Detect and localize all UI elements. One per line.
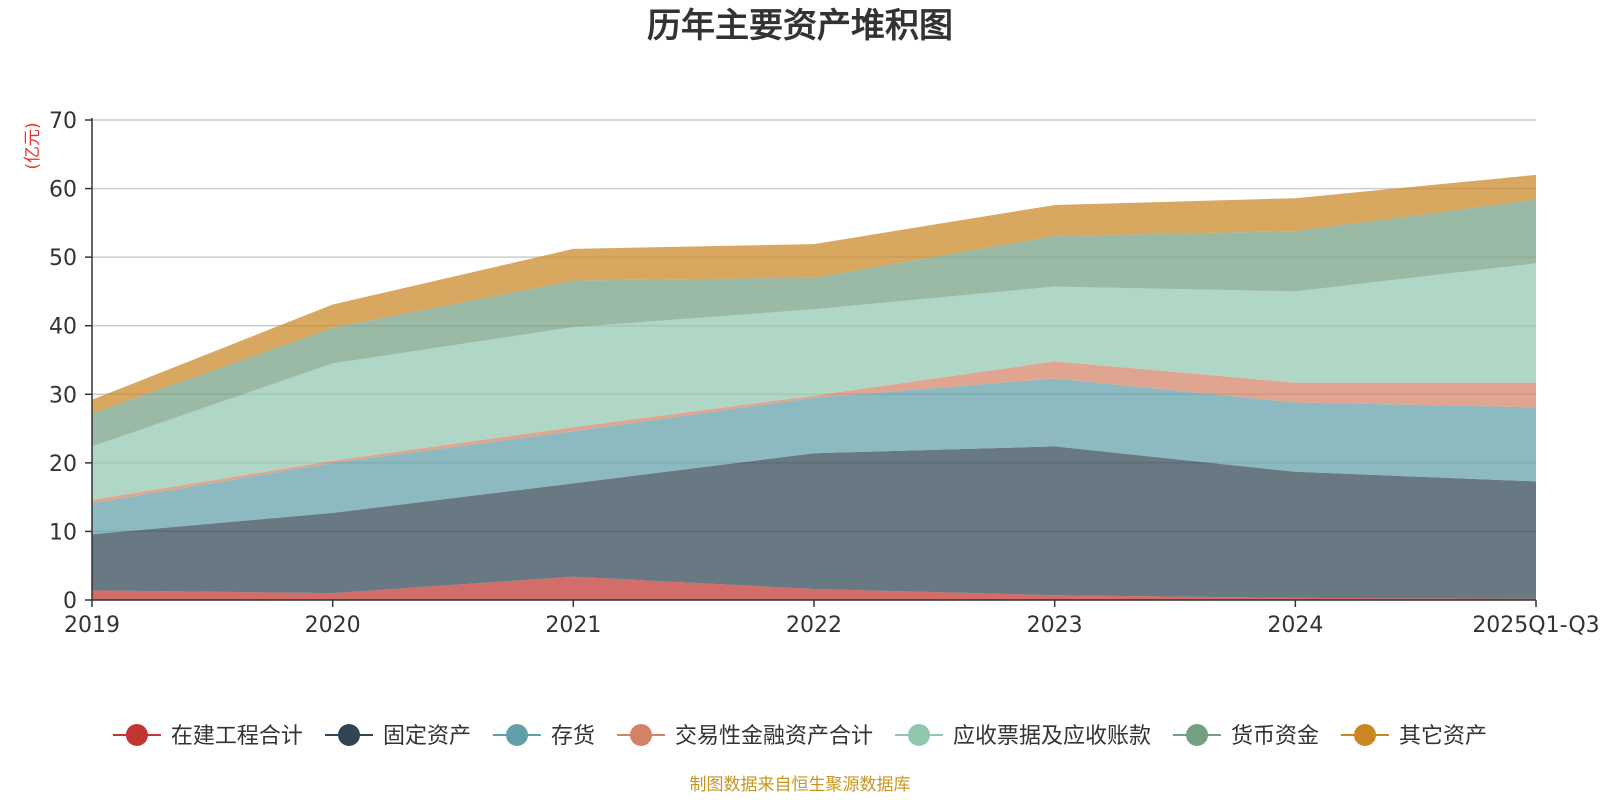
legend-marker — [125, 724, 148, 746]
area-series-2[interactable] — [92, 378, 1536, 535]
chart-title: 历年主要资产堆积图 — [647, 6, 953, 46]
legend-label: 其它资产 — [1399, 724, 1487, 749]
legend-item[interactable]: 货币资金 — [1173, 724, 1319, 749]
x-tick-label: 2020 — [305, 613, 361, 638]
x-tick-label: 2022 — [786, 613, 842, 638]
legend-item[interactable]: 固定资产 — [325, 724, 471, 749]
y-tick-label: 70 — [49, 109, 77, 134]
area-series-1[interactable] — [92, 446, 1536, 599]
stacked-areas — [92, 174, 1536, 600]
legend-label: 存货 — [551, 724, 595, 749]
source-note: 制图数据来自恒生聚源数据库 — [690, 775, 911, 795]
x-axis-ticks: 2019 2020 2021 2022 2023 2024 2025Q1-Q3 — [64, 600, 1600, 638]
y-tick-label: 40 — [49, 315, 77, 340]
y-tick-label: 60 — [49, 178, 77, 203]
area-series-0[interactable] — [92, 576, 1536, 600]
x-tick-label: 2023 — [1027, 613, 1083, 638]
y-tick-label: 50 — [49, 246, 77, 271]
legend-label: 交易性金融资产合计 — [675, 724, 873, 749]
legend-item[interactable]: 其它资产 — [1341, 724, 1487, 749]
y-tick-label: 0 — [63, 589, 77, 614]
legend-label: 固定资产 — [383, 724, 471, 749]
area-series-5[interactable] — [92, 199, 1536, 447]
legend-marker — [506, 724, 528, 746]
legend-label: 在建工程合计 — [171, 724, 303, 749]
legend-item[interactable]: 存货 — [493, 724, 595, 749]
legend-item[interactable]: 交易性金融资产合计 — [617, 724, 873, 749]
legend-item[interactable]: 在建工程合计 — [112, 724, 303, 749]
legend-marker — [630, 724, 652, 746]
x-tick-label: 2024 — [1267, 613, 1323, 638]
x-tick-label: 2019 — [64, 613, 120, 638]
y-tick-label: 10 — [49, 520, 77, 545]
legend-label: 应收票据及应收账款 — [953, 724, 1151, 749]
legend-marker — [908, 724, 930, 746]
y-axis-unit-label: (亿元) — [23, 122, 43, 169]
legend-marker — [1186, 724, 1208, 746]
legend-label: 货币资金 — [1231, 724, 1319, 749]
legend-marker — [1354, 724, 1376, 746]
legend: 在建工程合计 固定资产 存货 交易性金融资产合计 应收票据及应收账款 货币资金 其它资产 — [112, 724, 1487, 749]
x-tick-label: 2025Q1-Q3 — [1472, 613, 1599, 638]
x-tick-label: 2021 — [545, 613, 601, 638]
legend-item[interactable]: 应收票据及应收账款 — [895, 724, 1151, 749]
y-tick-label: 30 — [49, 383, 77, 408]
y-axis-ticks: 0 10 20 30 40 50 60 70 — [49, 109, 92, 614]
legend-marker — [338, 724, 360, 746]
area-series-6[interactable] — [92, 174, 1536, 414]
y-tick-label: 20 — [49, 452, 77, 477]
area-series-4[interactable] — [92, 263, 1536, 500]
